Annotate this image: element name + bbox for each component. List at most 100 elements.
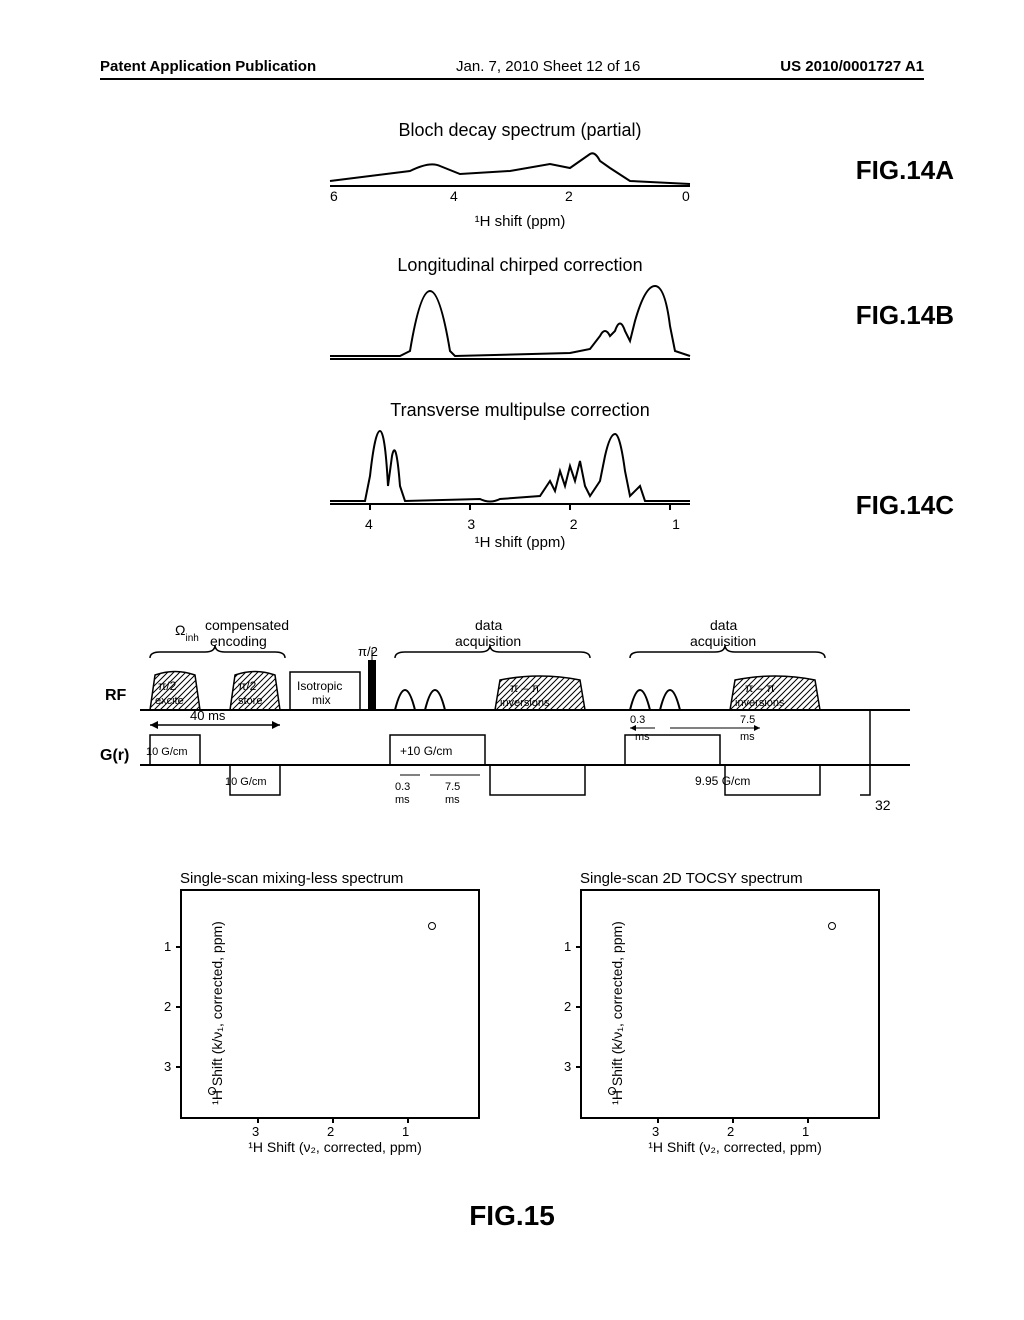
ms-r2: ms <box>740 731 755 743</box>
arrow-head <box>754 725 760 731</box>
time-03-r: 0.3 <box>630 714 645 726</box>
ytick: 1 <box>564 939 571 954</box>
time-ms: ms <box>395 794 410 806</box>
tick: 6 <box>330 188 338 204</box>
acq-arc <box>395 690 415 710</box>
rf-label: RF <box>105 687 127 704</box>
xtick: 1 <box>402 1124 409 1139</box>
data-point <box>428 922 436 930</box>
time-75-r: 7.5 <box>740 714 755 726</box>
fig14b-caption: FIG.14B <box>856 300 954 331</box>
plot-right-box: 1 2 3 3 2 1 <box>580 889 880 1119</box>
pulse-sequence-diagram: Ωinh compensated encoding data acquisiti… <box>100 620 924 830</box>
pi2-hard-pulse <box>368 660 376 710</box>
time-03: 0.3 <box>395 781 410 793</box>
page-header: Patent Application Publication Jan. 7, 2… <box>0 58 1024 75</box>
tick: 0 <box>682 188 690 204</box>
xtick-mark <box>407 1117 409 1123</box>
plot-right-title: Single-scan 2D TOCSY spectrum <box>580 870 890 887</box>
plot-left-title: Single-scan mixing-less spectrum <box>180 870 490 887</box>
g-995: 9.95 G/cm <box>695 774 750 788</box>
fig15-caption: FIG.15 <box>0 1200 1024 1232</box>
data-acq-1b: acquisition <box>455 633 521 649</box>
plot-left-xlabel: ¹H Shift (ν₂, corrected, ppm) <box>180 1139 490 1155</box>
ytick: 2 <box>164 999 171 1014</box>
fig14b-spectrum <box>310 281 710 366</box>
xtick: 2 <box>727 1124 734 1139</box>
fig14a-xlabel: ¹H shift (ppm) <box>310 213 730 230</box>
pi-text: π – π <box>745 681 775 695</box>
iso-text: Isotropic <box>297 679 342 693</box>
gradient-neg <box>490 765 585 795</box>
xtick-mark <box>657 1117 659 1123</box>
omega-label: Ωinh <box>175 622 199 644</box>
tick: 1 <box>672 516 680 532</box>
repeat-32: 32 <box>875 797 891 813</box>
xtick-mark <box>257 1117 259 1123</box>
plots-2d-container: Single-scan mixing-less spectrum ¹H Shif… <box>120 870 890 1155</box>
data-acq-1: data <box>475 620 502 633</box>
data-acq-2b: acquisition <box>690 633 756 649</box>
repeat-bracket <box>860 710 870 795</box>
tick: 2 <box>565 188 573 204</box>
time-40ms: 40 ms <box>190 708 226 723</box>
acq-arc <box>425 690 445 710</box>
fig14a-title: Bloch decay spectrum (partial) <box>310 120 730 141</box>
tick: 4 <box>365 516 373 532</box>
data-acq-2: data <box>710 620 737 633</box>
fig14c-curve <box>330 431 690 502</box>
xtick: 1 <box>802 1124 809 1139</box>
xtick: 2 <box>327 1124 334 1139</box>
xtick: 3 <box>652 1124 659 1139</box>
plot-right-xlabel: ¹H Shift (ν₂, corrected, ppm) <box>580 1139 890 1155</box>
ytick: 3 <box>564 1059 571 1074</box>
fig14c-spectrum <box>310 426 710 511</box>
encoding-label: encoding <box>210 633 267 649</box>
inv-text: inversions <box>500 697 550 709</box>
figure-14a: Bloch decay spectrum (partial) 6 4 2 0 ¹… <box>310 120 730 230</box>
tick: 4 <box>450 188 458 204</box>
fig14c-xlabel: ¹H shift (ppm) <box>310 534 730 551</box>
tick: 3 <box>467 516 475 532</box>
mix-text: mix <box>312 693 331 707</box>
fig14a-caption: FIG.14A <box>856 155 954 186</box>
xtick-mark <box>732 1117 734 1123</box>
ytick-mark <box>176 1006 182 1008</box>
pi2-label: π/2 <box>358 644 378 659</box>
fig14c-title: Transverse multipulse correction <box>310 400 730 421</box>
data-point <box>828 922 836 930</box>
time-ms: ms <box>445 794 460 806</box>
ytick: 1 <box>164 939 171 954</box>
arrow-head <box>272 721 280 729</box>
header-date-sheet: Jan. 7, 2010 Sheet 12 of 16 <box>456 58 640 75</box>
g-plus10: +10 G/cm <box>400 744 452 758</box>
compensated-label: compensated <box>205 620 289 633</box>
ytick-mark <box>176 946 182 948</box>
data-point <box>608 1087 616 1095</box>
figure-15: Ωinh compensated encoding data acquisiti… <box>100 620 924 835</box>
plot-left: Single-scan mixing-less spectrum ¹H Shif… <box>120 870 490 1155</box>
fig14a-spectrum: 6 4 2 0 <box>310 146 710 206</box>
excite-text: excite <box>155 695 184 707</box>
pi2-text: π/2 <box>238 679 257 693</box>
plot-left-box: 1 2 3 3 2 1 <box>180 889 480 1119</box>
ytick: 3 <box>164 1059 171 1074</box>
header-rule <box>100 78 924 80</box>
acq-arc <box>630 690 650 710</box>
xtick-mark <box>807 1117 809 1123</box>
header-patent-number: US 2010/0001727 A1 <box>780 58 924 75</box>
plot-right: Single-scan 2D TOCSY spectrum ¹H Shift (… <box>520 870 890 1155</box>
ytick-mark <box>576 1006 582 1008</box>
fig14a-curve <box>330 153 690 184</box>
acq-arc <box>660 690 680 710</box>
g10-label-2: 10 G/cm <box>225 776 267 788</box>
gr-label: G(r) <box>100 747 129 764</box>
fig14c-caption: FIG.14C <box>856 490 954 521</box>
data-point <box>208 1087 216 1095</box>
tick: 2 <box>570 516 578 532</box>
inv-text: inversions <box>735 697 785 709</box>
ms-r: ms <box>635 731 650 743</box>
store-text: store <box>238 695 262 707</box>
pi2-text: π/2 <box>158 679 177 693</box>
xtick-mark <box>332 1117 334 1123</box>
